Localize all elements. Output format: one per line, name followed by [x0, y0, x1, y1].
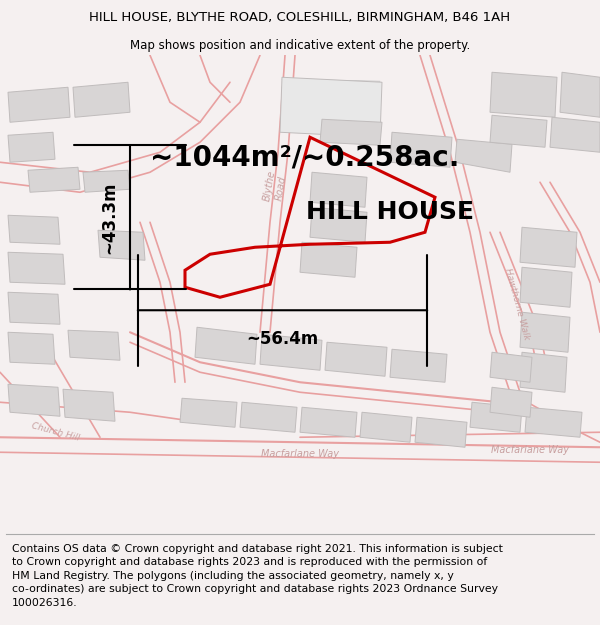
Polygon shape	[560, 72, 600, 118]
Polygon shape	[8, 292, 60, 324]
Polygon shape	[490, 388, 532, 418]
Polygon shape	[8, 88, 70, 122]
Text: ~56.4m: ~56.4m	[247, 330, 319, 348]
Polygon shape	[520, 352, 567, 392]
Polygon shape	[180, 398, 237, 428]
Polygon shape	[520, 312, 570, 352]
Polygon shape	[390, 132, 452, 168]
Polygon shape	[325, 342, 387, 376]
Polygon shape	[63, 389, 115, 421]
Polygon shape	[310, 173, 367, 208]
Polygon shape	[260, 334, 322, 370]
Polygon shape	[300, 242, 357, 278]
Polygon shape	[470, 402, 522, 432]
Polygon shape	[455, 139, 512, 172]
Polygon shape	[550, 118, 600, 152]
Text: Macfarlane Way: Macfarlane Way	[261, 449, 339, 459]
Polygon shape	[320, 119, 382, 145]
Polygon shape	[300, 408, 357, 437]
Polygon shape	[73, 82, 130, 118]
Polygon shape	[83, 170, 130, 192]
Polygon shape	[8, 384, 60, 416]
Polygon shape	[525, 408, 582, 437]
Polygon shape	[360, 412, 412, 442]
Text: ~43.3m: ~43.3m	[100, 181, 118, 254]
Polygon shape	[240, 402, 297, 432]
Text: HILL HOUSE, BLYTHE ROAD, COLESHILL, BIRMINGHAM, B46 1AH: HILL HOUSE, BLYTHE ROAD, COLESHILL, BIRM…	[89, 11, 511, 24]
Polygon shape	[390, 349, 447, 382]
Text: Blythe
Road: Blythe Road	[262, 170, 289, 204]
Text: Macfarlane Way: Macfarlane Way	[491, 445, 569, 455]
Text: Hawthorne Walk: Hawthorne Walk	[503, 268, 531, 341]
Polygon shape	[415, 418, 467, 447]
Polygon shape	[28, 168, 80, 192]
Polygon shape	[520, 228, 577, 268]
Polygon shape	[8, 332, 55, 364]
Text: Contains OS data © Crown copyright and database right 2021. This information is : Contains OS data © Crown copyright and d…	[12, 544, 503, 608]
Text: ~1044m²/~0.258ac.: ~1044m²/~0.258ac.	[150, 143, 460, 171]
Polygon shape	[195, 328, 257, 364]
Polygon shape	[520, 268, 572, 308]
Text: HILL HOUSE: HILL HOUSE	[306, 200, 474, 224]
Text: Map shows position and indicative extent of the property.: Map shows position and indicative extent…	[130, 39, 470, 51]
Polygon shape	[310, 208, 367, 242]
Text: Church Hill: Church Hill	[30, 421, 80, 443]
Polygon shape	[8, 253, 65, 284]
Polygon shape	[280, 78, 382, 138]
Polygon shape	[68, 330, 120, 360]
Polygon shape	[98, 230, 145, 260]
Polygon shape	[490, 72, 557, 118]
Polygon shape	[8, 132, 55, 162]
Polygon shape	[8, 215, 60, 244]
Polygon shape	[490, 115, 547, 148]
Polygon shape	[490, 352, 532, 382]
